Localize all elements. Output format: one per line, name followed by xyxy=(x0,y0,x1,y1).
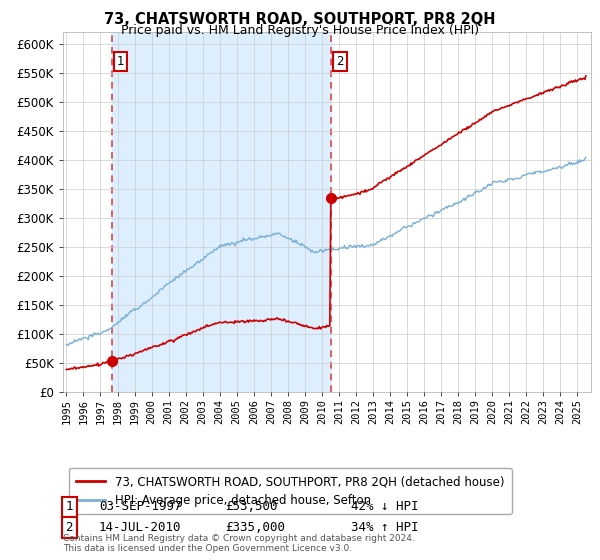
Text: 2: 2 xyxy=(336,55,344,68)
Text: £53,500: £53,500 xyxy=(225,500,277,514)
Text: 2: 2 xyxy=(65,521,73,534)
Bar xyxy=(112,32,331,392)
Text: Price paid vs. HM Land Registry's House Price Index (HPI): Price paid vs. HM Land Registry's House … xyxy=(121,24,479,36)
Text: 03-SEP-1997: 03-SEP-1997 xyxy=(99,500,182,514)
Text: 1: 1 xyxy=(117,55,124,68)
Text: 1: 1 xyxy=(65,500,73,514)
Legend: 73, CHATSWORTH ROAD, SOUTHPORT, PR8 2QH (detached house), HPI: Average price, de: 73, CHATSWORTH ROAD, SOUTHPORT, PR8 2QH … xyxy=(69,468,512,514)
Text: 34% ↑ HPI: 34% ↑ HPI xyxy=(351,521,419,534)
Text: £335,000: £335,000 xyxy=(225,521,285,534)
Text: Contains HM Land Registry data © Crown copyright and database right 2024.
This d: Contains HM Land Registry data © Crown c… xyxy=(63,534,415,553)
Text: 14-JUL-2010: 14-JUL-2010 xyxy=(99,521,182,534)
Text: 73, CHATSWORTH ROAD, SOUTHPORT, PR8 2QH: 73, CHATSWORTH ROAD, SOUTHPORT, PR8 2QH xyxy=(104,12,496,27)
Text: 42% ↓ HPI: 42% ↓ HPI xyxy=(351,500,419,514)
